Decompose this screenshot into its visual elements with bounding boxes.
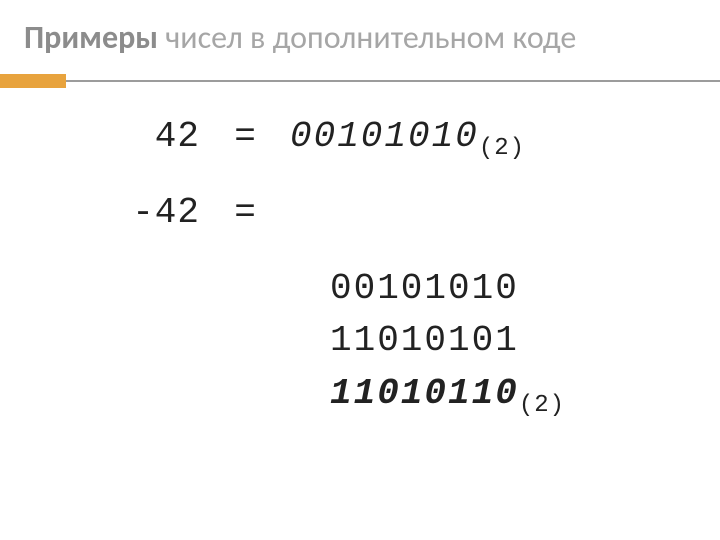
step-inverted: 11010101 [330, 315, 680, 367]
decimal-value: 42 [40, 116, 200, 157]
title-bold-word: Примеры [24, 18, 158, 57]
equals-sign: = [200, 192, 290, 233]
rule-accent [0, 74, 66, 88]
result-digits: 11010110 [330, 373, 519, 414]
slide: Примеры чисел в дополнительном коде 42 =… [0, 0, 720, 540]
equals-sign: = [200, 116, 290, 157]
example-row-positive: 42 = 00101010(2) [40, 116, 680, 162]
binary-digits: 00101010 [290, 116, 479, 157]
base-subscript: (2) [519, 392, 565, 419]
decimal-value: -42 [40, 192, 200, 233]
conversion-steps: 00101010 11010101 11010110(2) [330, 263, 680, 423]
title-rest: чисел в дополнительном коде [158, 18, 576, 57]
rule-line [0, 80, 720, 82]
base-subscript: (2) [479, 135, 525, 162]
slide-title: Примеры чисел в дополнительном коде [24, 18, 696, 58]
step-original: 00101010 [330, 263, 680, 315]
content-area: 42 = 00101010(2) -42 = 00101010 11010101… [0, 88, 720, 424]
binary-value: 00101010(2) [290, 116, 680, 162]
example-row-negative: -42 = [40, 192, 680, 233]
title-underline [0, 74, 720, 88]
title-area: Примеры чисел в дополнительном коде [0, 0, 720, 66]
step-result: 11010110(2) [330, 368, 680, 424]
